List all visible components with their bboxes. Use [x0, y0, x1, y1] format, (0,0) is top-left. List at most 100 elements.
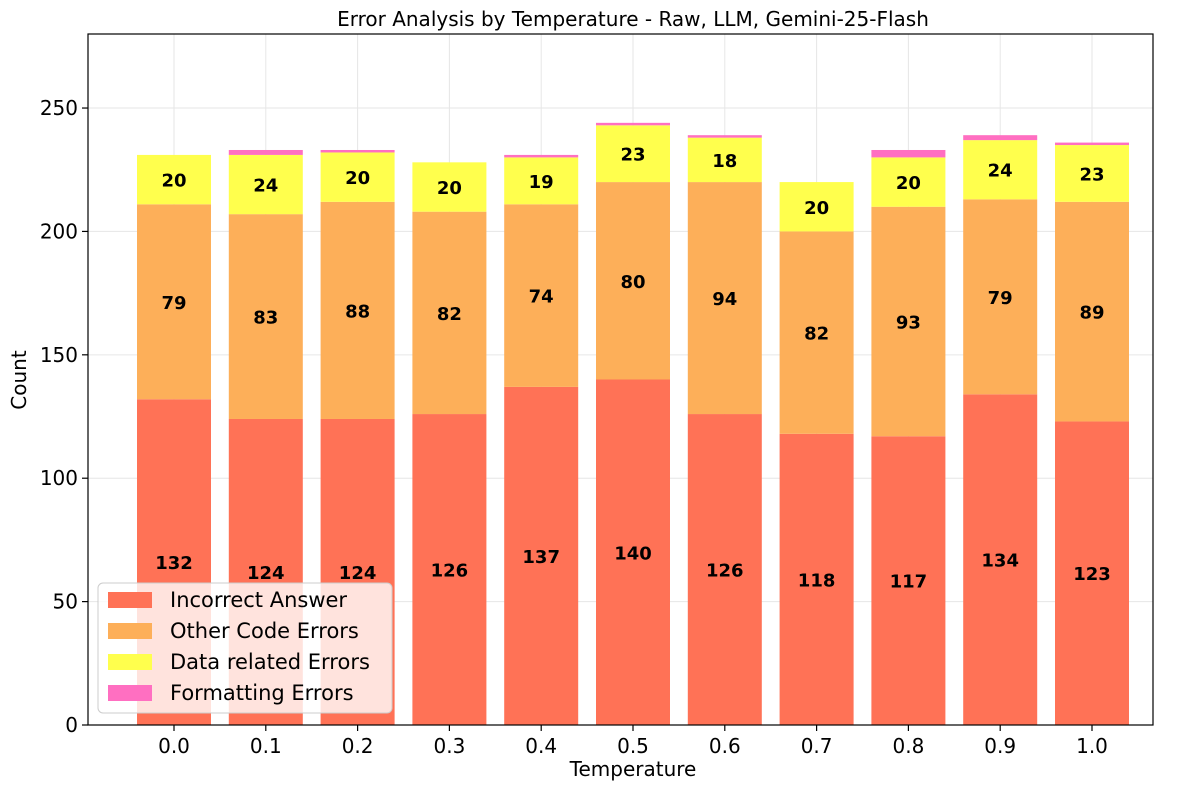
- bar-segment-other-code-errors: [963, 199, 1038, 395]
- data-label: 83: [253, 308, 278, 329]
- y-tick-label: 100: [40, 466, 78, 490]
- bar-segment-other-code-errors: [596, 182, 670, 380]
- data-label: 23: [620, 145, 645, 166]
- y-tick-label: 150: [40, 343, 78, 367]
- data-label: 126: [431, 561, 469, 582]
- bar-segment-data-related-errors: [137, 154, 211, 205]
- data-label: 126: [706, 561, 744, 582]
- data-label: 74: [529, 287, 554, 308]
- bar-segment-data-related-errors: [687, 137, 762, 183]
- bar-segment-formatting-errors: [963, 135, 1038, 141]
- legend-swatch: [108, 685, 152, 701]
- data-label: 24: [253, 176, 278, 197]
- data-labels-group: 132 79 20 124 83 24 124 88 20 126 82 20 137 74 19 140 80…: [155, 145, 1111, 593]
- data-label: 80: [620, 272, 645, 293]
- x-axis-label: Temperature: [569, 757, 697, 781]
- bar-segment-other-code-errors: [779, 231, 854, 434]
- legend-label: Formatting Errors: [170, 681, 354, 705]
- bar-segment-data-related-errors: [779, 182, 854, 232]
- legend: Incorrect Answer Other Code Errors Data re…: [97, 582, 393, 714]
- y-tick-label: 0: [65, 713, 78, 737]
- bar-segment-formatting-errors: [596, 122, 670, 126]
- data-label: 124: [339, 563, 377, 584]
- x-tick-label: 0.4: [525, 734, 557, 758]
- data-label: 123: [1073, 564, 1111, 585]
- chart-title: Error Analysis by Temperature - Raw, LLM…: [337, 7, 929, 31]
- data-label: 118: [798, 570, 836, 591]
- x-tick-label: 0.2: [342, 734, 374, 758]
- x-tick-label: 0.1: [250, 734, 282, 758]
- bar-segment-data-related-errors: [871, 157, 946, 207]
- bar-segment-incorrect-answer: [1055, 421, 1129, 725]
- bar-segment-data-related-errors: [504, 157, 579, 205]
- data-label: 79: [988, 288, 1013, 309]
- bar-segment-data-related-errors: [320, 152, 395, 202]
- bar-segment-other-code-errors: [871, 206, 946, 437]
- bar-segment-other-code-errors: [1055, 201, 1129, 422]
- data-label: 20: [896, 173, 921, 194]
- bar-segment-incorrect-answer: [687, 414, 762, 725]
- data-label: 137: [522, 547, 560, 568]
- data-label: 82: [804, 324, 829, 345]
- y-axis-label: Count: [7, 350, 31, 410]
- bar-segment-incorrect-answer: [871, 436, 946, 725]
- bar-segment-formatting-errors: [1055, 142, 1129, 146]
- bar-segment-other-code-errors: [687, 182, 762, 415]
- legend-box: [97, 582, 393, 714]
- bar-segment-incorrect-answer: [963, 394, 1038, 725]
- bar-segment-formatting-errors: [687, 135, 762, 138]
- bar-segment-incorrect-answer: [779, 433, 854, 725]
- x-tick-label: 1.0: [1076, 734, 1108, 758]
- bar-segment-other-code-errors: [228, 214, 303, 419]
- bar-segment-other-code-errors: [412, 211, 487, 415]
- x-tick-label: 0.6: [709, 734, 741, 758]
- plot-frame: [87, 33, 1154, 726]
- bar-segment-other-code-errors: [137, 204, 211, 400]
- bar-segment-incorrect-answer: [412, 414, 487, 725]
- y-tick-label: 250: [40, 96, 78, 120]
- bar-segment-formatting-errors: [504, 154, 579, 158]
- legend-label: Incorrect Answer: [170, 588, 347, 612]
- legend-swatch: [108, 623, 152, 639]
- data-label: 18: [712, 151, 737, 172]
- bar-segment-formatting-errors: [320, 149, 395, 153]
- bar-segment-formatting-errors: [871, 149, 946, 158]
- data-label: 20: [804, 198, 829, 219]
- data-label: 24: [988, 161, 1013, 182]
- y-tick-label: 50: [53, 590, 78, 614]
- data-label: 20: [437, 178, 462, 199]
- bar-segment-data-related-errors: [228, 154, 303, 215]
- data-label: 132: [155, 553, 193, 574]
- data-label: 94: [712, 289, 737, 310]
- x-tick-label: 0.0: [158, 734, 190, 758]
- data-label: 140: [614, 543, 652, 564]
- data-label: 93: [896, 313, 921, 334]
- data-label: 23: [1079, 164, 1104, 185]
- data-label: 89: [1079, 303, 1104, 324]
- bar-segment-formatting-errors: [228, 149, 303, 155]
- bar-segment-data-related-errors: [596, 125, 670, 183]
- data-label: 88: [345, 301, 370, 322]
- data-label: 82: [437, 304, 462, 325]
- legend-label: Data related Errors: [170, 650, 370, 674]
- data-label: 134: [981, 551, 1019, 572]
- data-label: 19: [529, 172, 554, 193]
- data-label: 20: [345, 168, 370, 189]
- x-tick-label: 0.5: [617, 734, 649, 758]
- bar-segment-data-related-errors: [412, 162, 487, 212]
- legend-swatch: [108, 592, 152, 608]
- bar-segment-other-code-errors: [320, 201, 395, 419]
- bar-segment-incorrect-answer: [504, 386, 579, 725]
- data-label: 124: [247, 563, 285, 584]
- y-tick-label: 200: [40, 219, 78, 243]
- data-label: 117: [890, 572, 928, 593]
- x-axis-ticks: 0.0 0.1 0.2 0.3 0.4 0.5 0.6 0.7 0.8 0.9 1.0: [158, 725, 1108, 758]
- x-tick-label: 0.9: [984, 734, 1016, 758]
- bar-segment-other-code-errors: [504, 204, 579, 387]
- legend-label: Other Code Errors: [170, 619, 359, 643]
- legend-swatch: [108, 654, 152, 670]
- data-label: 79: [161, 293, 186, 314]
- y-axis-ticks: 0 50 100 150 200 250: [40, 96, 88, 737]
- x-tick-label: 0.3: [433, 734, 465, 758]
